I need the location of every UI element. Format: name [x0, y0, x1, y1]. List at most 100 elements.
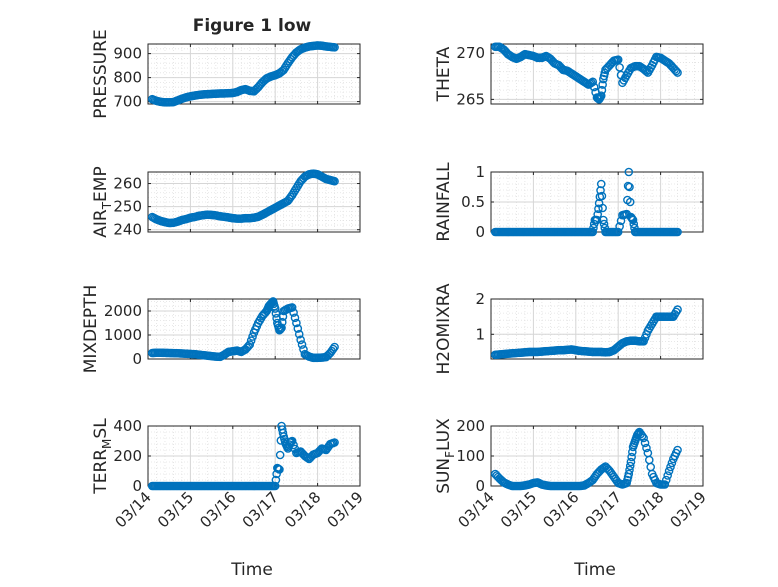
panel-4-data-point	[628, 215, 638, 225]
panel-8-data-point	[667, 458, 677, 468]
panel-4-data-point	[598, 203, 607, 213]
panel-8-data-point	[673, 445, 682, 455]
panel-1-y-tick-label: 900	[113, 45, 142, 63]
panel-5-data-point	[297, 340, 307, 349]
panel-5-data-point	[293, 324, 303, 333]
panel-8-data-point	[639, 433, 648, 443]
panel-5-data-point	[292, 318, 301, 328]
panel-4-data-point	[625, 182, 634, 192]
panel-8-x-tick-label: 03/15	[497, 488, 540, 531]
panel-8-data-point	[666, 462, 675, 472]
panel-5-data-point	[271, 309, 281, 318]
panel-4-data-point	[623, 181, 633, 191]
panel-8-x-tick-label: 03/17	[582, 488, 625, 531]
panel-8-data-point	[661, 475, 671, 485]
panel-5-data-point	[270, 304, 280, 313]
panel-2-data-point	[589, 82, 599, 92]
panel-4-y-tick-label: 1	[475, 163, 485, 181]
panel-2-y-tick-label: 270	[456, 44, 485, 62]
panel-8-data-point	[660, 480, 670, 489]
panel-3-axes-box	[147, 171, 361, 233]
panel-3-y-tick-label: 250	[113, 198, 142, 216]
panel-2-data-point	[597, 85, 607, 95]
panel-5-data-point	[289, 308, 298, 317]
panel-8-data-point	[642, 443, 651, 453]
panel-7-data-point	[330, 438, 339, 447]
panel-8-data-point	[640, 438, 650, 448]
panel-5-data-point	[328, 344, 338, 354]
panel-5-data-point	[287, 303, 297, 312]
panel-1-data-point	[330, 43, 339, 52]
panel-4-data-point	[613, 227, 623, 237]
panel-7-y-tick-label: 400	[113, 417, 142, 435]
panel-3-data-point	[330, 176, 339, 186]
panel-4-y-tick-label: 0.5	[461, 193, 485, 211]
panel-7-data-point	[278, 428, 288, 438]
panel-4-y-tick-label: 0	[475, 223, 485, 241]
panel-5-data-point	[245, 340, 255, 349]
panel-7-data-point	[275, 465, 284, 474]
panel-2-axes-box	[490, 43, 704, 105]
panel-2-data-point	[615, 63, 624, 72]
panel-6-data-point	[673, 305, 682, 314]
panel-1-y-tick-label: 800	[113, 69, 142, 87]
panel-5-data-point	[248, 332, 257, 341]
panel-5-y-tick-label: 0	[132, 350, 142, 368]
panel-6: 1 2 H2OMIXRA	[434, 283, 704, 375]
panel-5-data-point	[277, 317, 287, 327]
panel-3-y-axis-label: AIRTEMP	[91, 166, 114, 237]
panel-6-y-tick-label: 1	[475, 325, 485, 343]
panel-8-x-tick-label: 03/18	[624, 488, 667, 531]
x-axis-label-right: Time	[573, 560, 616, 580]
panel-4-data-point	[592, 215, 602, 225]
panel-7-x-tick-label: 03/15	[154, 488, 197, 531]
panel-8-y-tick-label: 0	[475, 477, 485, 495]
panel-4-data-point	[593, 210, 603, 219]
panel-4-data-point	[615, 222, 624, 231]
panel-4-data-point	[673, 227, 682, 237]
panel-5-y-tick-label: 2000	[104, 302, 142, 320]
panel-8-data-point	[663, 471, 672, 480]
panel-8-data-point	[664, 466, 674, 476]
panel-7-data-point	[287, 436, 297, 446]
panel-4-data-point	[596, 179, 606, 189]
panel-8-data-point	[624, 469, 634, 479]
panel-2-data-point	[588, 77, 598, 87]
panel-6-y-axis-label: H2OMIXRA	[434, 283, 454, 374]
panel-5-data-point	[290, 313, 300, 323]
panel-8-data-point	[637, 431, 647, 441]
panel-7-x-tick-label: 03/16	[196, 488, 239, 531]
panel-4-data-point	[624, 167, 634, 177]
panel-4-data-point	[625, 197, 635, 207]
panel-4-data-point	[594, 204, 603, 214]
panel-7-data-point	[270, 481, 280, 491]
x-axis-label-left: Time	[230, 560, 273, 580]
panel-5-data-point	[294, 329, 304, 339]
panel-1-y-tick-label: 700	[113, 93, 142, 111]
panel-5-data-point	[246, 336, 256, 345]
panel-7-x-tick-label: 03/17	[239, 488, 282, 531]
panel-8-data-point	[627, 452, 636, 462]
panel-4-data-point	[629, 219, 639, 229]
panel-3-data-point	[286, 192, 296, 202]
panel-2-data-point	[673, 68, 682, 77]
panel-5-data-point	[296, 335, 305, 345]
panel-3-y-tick-label: 260	[113, 175, 142, 193]
panel-2-y-axis-label: THETA	[434, 46, 454, 102]
panel-1-axes-box	[147, 43, 361, 105]
panel-4-y-axis-label: RAINFALL	[434, 162, 454, 242]
panel-5-y-axis-label: MIXDEPTH	[81, 285, 101, 374]
panel-8-y-tick-label: 200	[456, 417, 485, 435]
panel-8-y-tick-label: 100	[456, 447, 485, 465]
panel-1-y-axis-label: PRESSURE	[91, 29, 111, 118]
panel-4-data-point	[588, 227, 598, 237]
